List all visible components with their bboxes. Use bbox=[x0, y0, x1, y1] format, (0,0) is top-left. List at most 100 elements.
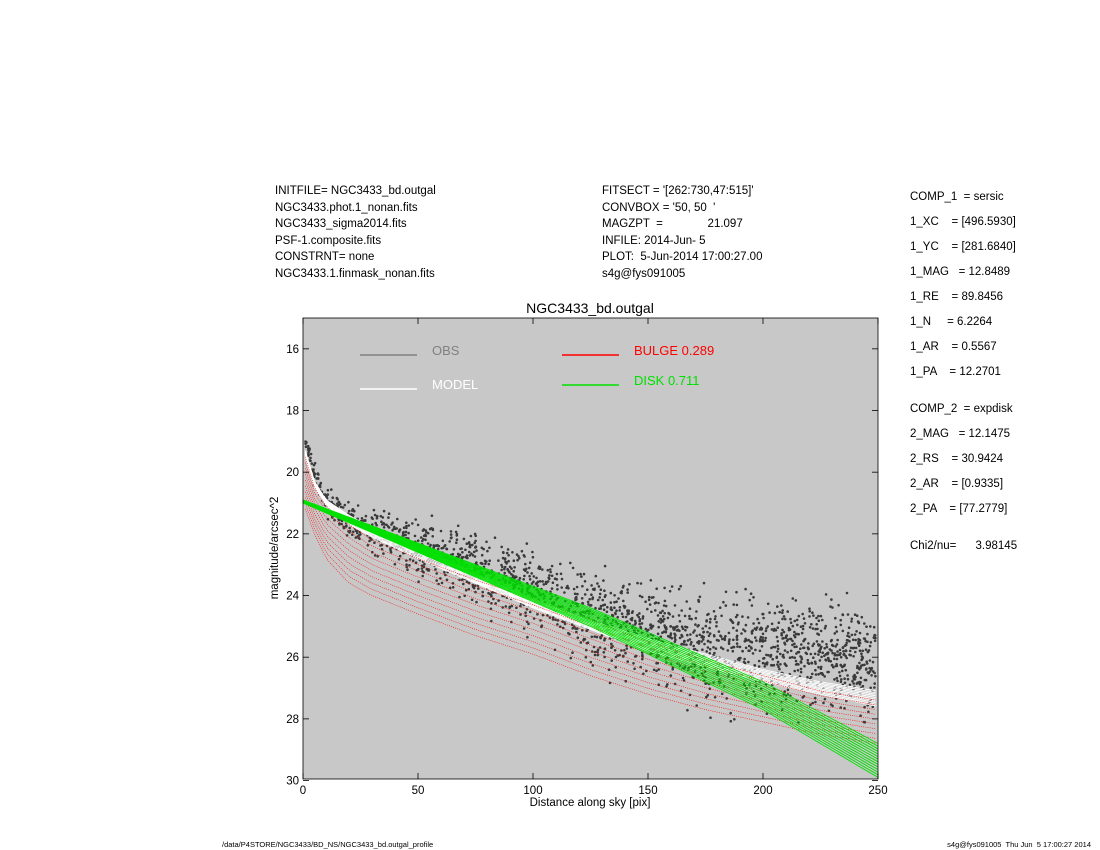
obs-point bbox=[337, 500, 341, 504]
obs-point bbox=[736, 645, 739, 648]
obs-point bbox=[360, 517, 364, 520]
obs-point bbox=[625, 644, 628, 647]
obs-point bbox=[614, 612, 617, 616]
obs-point bbox=[828, 648, 832, 651]
obs-point bbox=[744, 637, 747, 641]
obs-point bbox=[355, 531, 359, 535]
obs-point bbox=[776, 640, 780, 643]
obs-point bbox=[771, 657, 774, 661]
obs-point bbox=[865, 667, 868, 670]
obs-point bbox=[670, 637, 674, 640]
obs-point bbox=[330, 488, 333, 491]
obs-point bbox=[743, 657, 746, 661]
obs-point bbox=[575, 598, 578, 601]
obs-point bbox=[581, 584, 584, 588]
obs-point bbox=[519, 613, 522, 616]
obs-point bbox=[833, 657, 836, 661]
obs-point bbox=[816, 627, 819, 631]
obs-point bbox=[536, 584, 539, 587]
obs-point bbox=[838, 648, 842, 652]
obs-point bbox=[801, 624, 805, 628]
obs-point bbox=[735, 629, 739, 632]
header_left-line: NGC3433.1.finmask_nonan.fits bbox=[275, 267, 435, 280]
obs-point bbox=[755, 626, 759, 629]
obs-point bbox=[791, 643, 794, 647]
obs-point bbox=[376, 555, 380, 558]
obs-point bbox=[803, 664, 806, 668]
obs-point bbox=[644, 600, 647, 603]
obs-point bbox=[854, 646, 858, 650]
header_left-line: NGC3433_sigma2014.fits bbox=[275, 218, 407, 230]
obs-point bbox=[709, 640, 712, 644]
obs-point bbox=[686, 708, 689, 712]
obs-point bbox=[379, 544, 382, 547]
obs-point bbox=[601, 598, 604, 602]
obs-point bbox=[494, 602, 498, 605]
obs-point bbox=[621, 586, 625, 589]
obs-point bbox=[655, 669, 658, 673]
obs-point bbox=[544, 582, 548, 586]
obs-point bbox=[782, 636, 785, 640]
obs-point bbox=[839, 706, 842, 709]
obs-point bbox=[653, 602, 657, 605]
obs-point bbox=[722, 600, 725, 604]
obs-point bbox=[713, 696, 717, 699]
obs-point bbox=[473, 541, 477, 545]
obs-point bbox=[549, 570, 552, 574]
obs-point bbox=[671, 668, 674, 671]
obs-point bbox=[593, 588, 596, 592]
obs-point bbox=[721, 647, 725, 651]
obs-point bbox=[310, 462, 314, 465]
obs-point bbox=[841, 629, 845, 633]
obs-point bbox=[603, 655, 606, 659]
obs-point bbox=[448, 540, 452, 543]
obs-point bbox=[515, 606, 518, 610]
obs-point bbox=[549, 568, 552, 571]
obs-point bbox=[793, 656, 796, 659]
obs-point bbox=[823, 627, 827, 630]
obs-point bbox=[480, 553, 484, 557]
obs-point bbox=[833, 632, 837, 635]
obs-point bbox=[824, 624, 827, 628]
obs-point bbox=[680, 633, 683, 637]
obs-point bbox=[373, 541, 376, 544]
obs-point bbox=[663, 586, 666, 590]
obs-point bbox=[706, 639, 710, 643]
obs-point bbox=[806, 658, 810, 662]
obs-point bbox=[434, 568, 437, 571]
obs-point bbox=[609, 591, 613, 595]
obs-point bbox=[675, 629, 679, 632]
obs-point bbox=[375, 515, 379, 518]
obs-point bbox=[348, 529, 352, 533]
obs-point bbox=[744, 623, 748, 627]
obs-point bbox=[718, 606, 722, 609]
obs-point bbox=[421, 569, 424, 573]
obs-point bbox=[700, 635, 703, 639]
obs-point bbox=[598, 646, 602, 649]
obs-point bbox=[703, 642, 706, 646]
obs-point bbox=[814, 673, 818, 676]
obs-point bbox=[702, 635, 705, 639]
obs-point bbox=[796, 623, 799, 627]
obs-point bbox=[385, 523, 388, 527]
obs-point bbox=[313, 472, 317, 476]
obs-point bbox=[803, 622, 807, 625]
obs-point bbox=[698, 595, 702, 599]
obs-point bbox=[590, 635, 594, 639]
obs-point bbox=[764, 636, 767, 640]
obs-point bbox=[405, 563, 408, 566]
obs-point bbox=[481, 594, 485, 598]
obs-point bbox=[869, 641, 873, 644]
obs-point bbox=[874, 674, 877, 678]
obs-point bbox=[822, 701, 825, 705]
obs-point bbox=[858, 661, 861, 665]
obs-point bbox=[841, 613, 845, 617]
obs-point bbox=[620, 591, 623, 595]
obs-point bbox=[746, 616, 750, 619]
obs-point bbox=[416, 539, 420, 542]
obs-point bbox=[817, 614, 820, 618]
obs-point bbox=[341, 506, 345, 509]
series-curve-model bbox=[304, 456, 876, 707]
obs-point bbox=[665, 685, 668, 688]
obs-point bbox=[624, 651, 627, 655]
